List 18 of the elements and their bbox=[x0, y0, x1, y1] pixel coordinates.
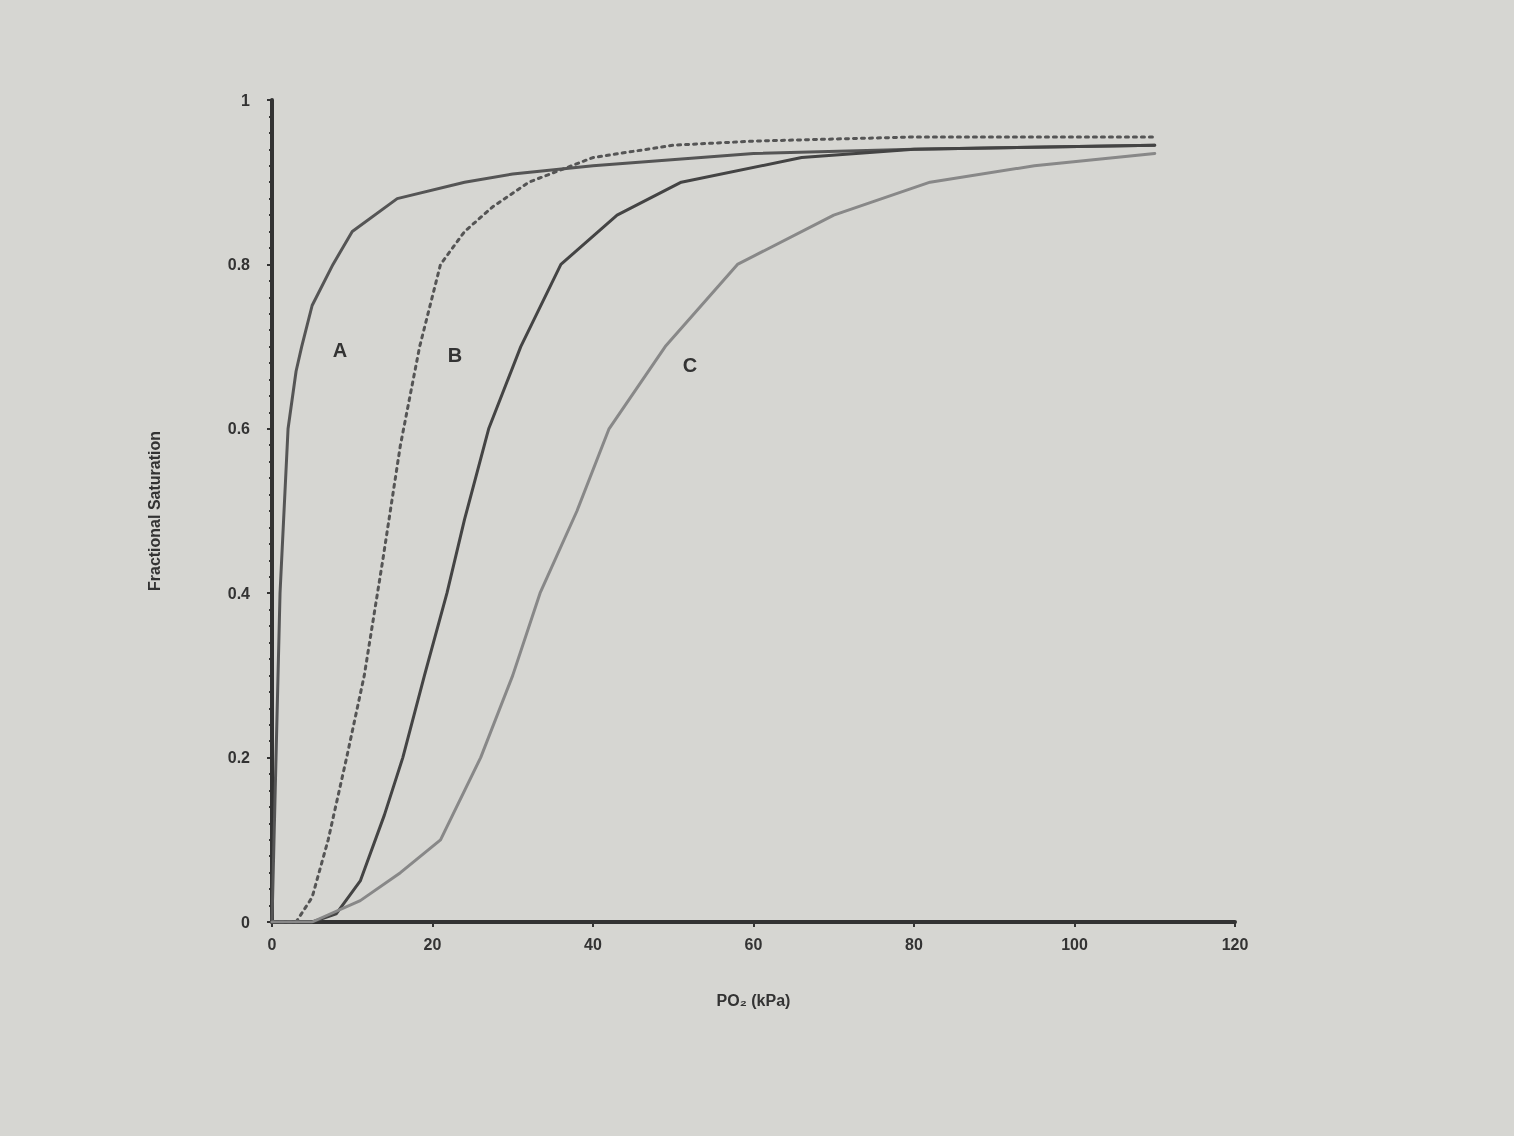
y-tick-label: 0 bbox=[241, 913, 251, 931]
y-tick-label: 0.8 bbox=[227, 255, 251, 273]
x-tick-label: 80 bbox=[905, 935, 923, 953]
y-tick-label: 0.2 bbox=[227, 749, 251, 767]
x-tick-label: 100 bbox=[1061, 935, 1088, 953]
annotation: C bbox=[682, 354, 698, 376]
x-tick-label: 20 bbox=[423, 935, 442, 953]
y-tick-label: 0.6 bbox=[227, 420, 251, 438]
y-tick-label: 0.4 bbox=[227, 584, 251, 602]
x-tick-label: 120 bbox=[1221, 935, 1249, 953]
annotation: B bbox=[447, 344, 463, 366]
x-tick-label: 60 bbox=[744, 935, 763, 953]
x-axis-title: PO₂ (kPa) bbox=[716, 991, 791, 1009]
y-axis-title: Fractional Saturation bbox=[145, 430, 163, 592]
y-tick-label: 1 bbox=[241, 91, 251, 109]
x-tick-label: 0 bbox=[267, 935, 277, 953]
annotation: A bbox=[332, 339, 348, 361]
x-tick-label: 40 bbox=[584, 935, 602, 953]
